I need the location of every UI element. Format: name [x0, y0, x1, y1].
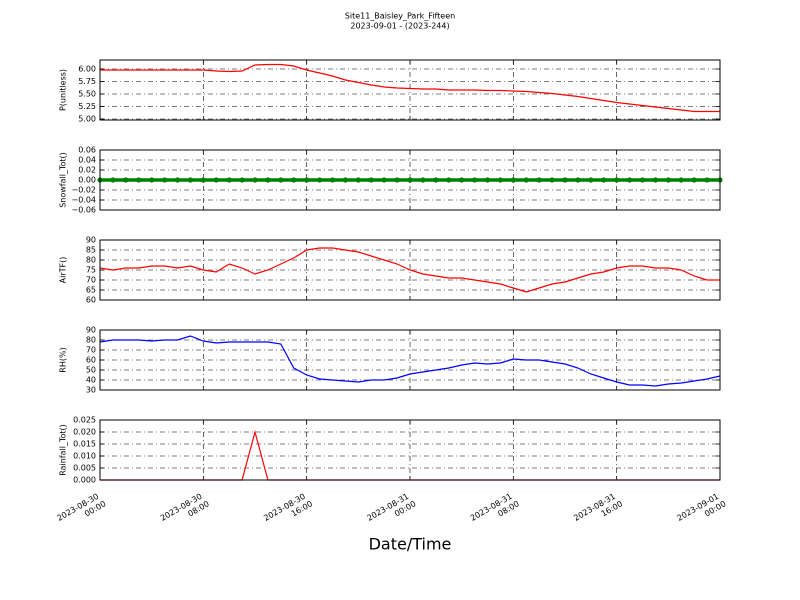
y-tick-label: 0.06 — [78, 146, 96, 155]
y-tick-label: −0.02 — [71, 186, 96, 195]
y-axis-label: Rainfall_Tot() — [59, 424, 68, 476]
y-tick-label: −0.04 — [71, 196, 96, 205]
y-tick-label: 80 — [86, 336, 96, 345]
figure-subtitle: 2023-09-01 - (2023-244) — [350, 22, 449, 31]
y-tick-label: 60 — [86, 296, 96, 305]
plot-frame — [99, 329, 721, 391]
x-tick-label: 2023-08-30 08:00 — [159, 490, 211, 531]
data-line — [100, 63, 720, 113]
y-tick-label: 6.00 — [78, 65, 96, 74]
x-tick-label: 2023-09-01 00:00 — [675, 490, 727, 531]
y-axis-label: P(unitless) — [59, 69, 68, 111]
y-tick-label: 90 — [86, 326, 96, 335]
x-tick-label: 2023-08-30 00:00 — [55, 490, 107, 531]
y-tick-label: 90 — [86, 236, 96, 245]
y-tick-label: 70 — [86, 346, 96, 355]
y-axis-label: RH(%) — [59, 347, 68, 372]
y-tick-label: 75 — [86, 266, 96, 275]
y-tick-label: 5.50 — [78, 90, 96, 99]
y-tick-label: 0.015 — [73, 440, 96, 449]
y-tick-label: 5.00 — [78, 115, 96, 124]
figure-title: Site11_Baisley_Park_Fifteen — [345, 12, 455, 21]
x-axis-label: Date/Time — [369, 535, 452, 554]
y-tick-label: 5.75 — [78, 77, 96, 86]
y-tick-label: 0.010 — [73, 452, 96, 461]
x-tick-label: 2023-08-31 00:00 — [365, 490, 417, 531]
y-tick-label: 0.025 — [73, 416, 96, 425]
y-tick-label: 0.00 — [78, 176, 96, 185]
y-tick-label: 85 — [86, 246, 96, 255]
y-tick-label: 0.020 — [73, 428, 96, 437]
y-tick-label: 80 — [86, 256, 96, 265]
y-tick-label: 0.005 — [73, 464, 96, 473]
y-axis-label: Snowfall_Tot() — [59, 152, 68, 208]
y-tick-label: 0.04 — [78, 156, 96, 165]
plot-frame — [99, 149, 721, 211]
x-tick-label: 2023-08-31 16:00 — [572, 490, 624, 531]
plot-frame — [99, 59, 721, 121]
x-tick-label: 2023-08-31 08:00 — [469, 490, 521, 531]
y-tick-label: 0.02 — [78, 166, 96, 175]
y-tick-label: −0.06 — [71, 206, 96, 215]
y-tick-label: 70 — [86, 276, 96, 285]
y-tick-label: 60 — [86, 356, 96, 365]
data-line — [99, 335, 721, 387]
plot-frame — [99, 419, 721, 481]
y-tick-label: 40 — [86, 376, 96, 385]
y-tick-label: 50 — [86, 366, 96, 375]
y-tick-label: 30 — [86, 386, 96, 395]
y-axis-label: AirTF() — [59, 257, 68, 284]
y-tick-label: 5.25 — [78, 102, 96, 111]
plot-frame — [99, 239, 721, 301]
y-tick-label: 65 — [86, 286, 96, 295]
x-tick-label: 2023-08-30 16:00 — [262, 490, 314, 531]
data-line — [99, 247, 720, 293]
y-tick-label: 0.000 — [73, 476, 96, 485]
